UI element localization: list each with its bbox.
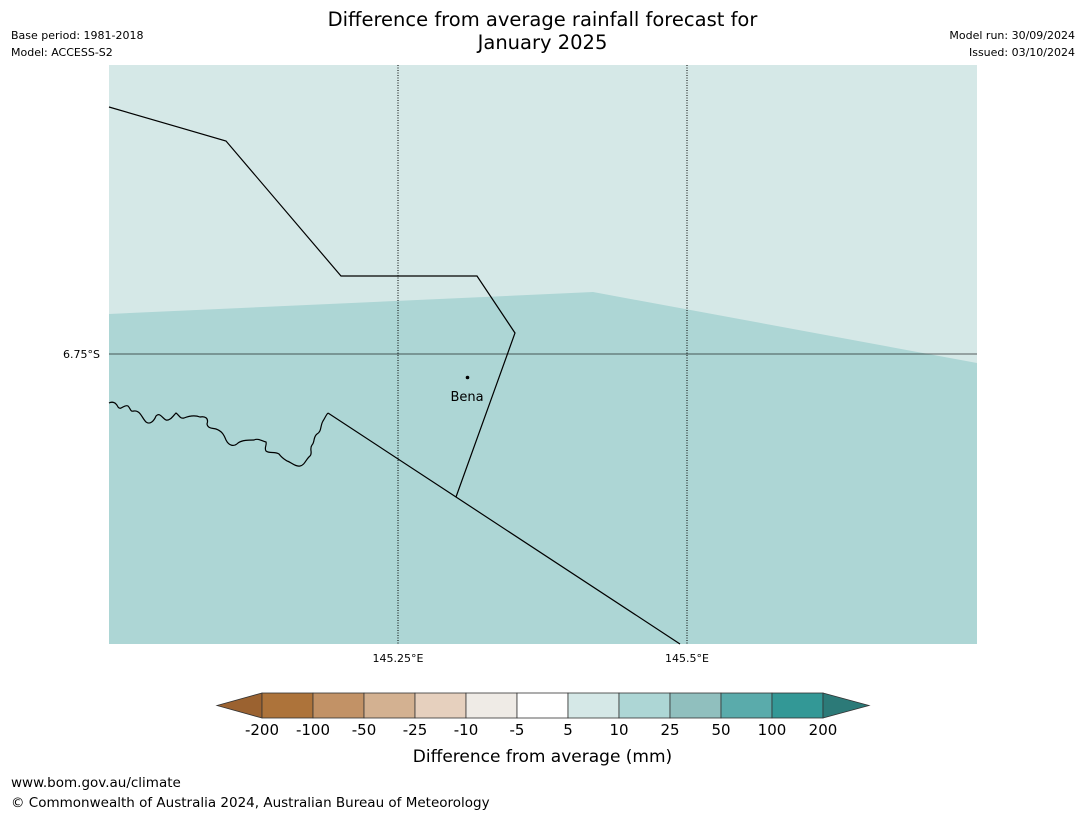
map-area-10-25 xyxy=(109,292,977,644)
province-boundary-south xyxy=(327,412,681,645)
colorbar-tick-label: 25 xyxy=(660,721,679,739)
model-name: Model: ACCESS-S2 xyxy=(11,46,113,59)
colorbar-tick-label: 200 xyxy=(809,721,838,739)
bena-label: Bena xyxy=(450,390,483,405)
lon-label-145-25: 145.25°E xyxy=(373,652,424,665)
base-period: Base period: 1981-2018 xyxy=(11,29,144,42)
colorbar-segment xyxy=(567,692,620,719)
colorbar: -200 -100 -50 -25 -10 -5 5 10 25 50 100 200 xyxy=(215,692,871,739)
colorbar-tick-label: 10 xyxy=(609,721,628,739)
colorbar-extend-high xyxy=(822,692,871,719)
colorbar-segment xyxy=(720,692,773,719)
colorbar-extend-low xyxy=(215,692,263,719)
colorbar-tick-label: -100 xyxy=(296,721,330,739)
colorbar-segment xyxy=(261,692,314,719)
lon-label-145-5: 145.5°E xyxy=(665,652,709,665)
colorbar-tick-label: -50 xyxy=(352,721,377,739)
header-left: Base period: 1981-2018 Model: ACCESS-S2 xyxy=(11,27,143,61)
footer-url: www.bom.gov.au/climate xyxy=(11,775,181,791)
model-run: Model run: 30/09/2024 xyxy=(949,29,1075,42)
colorbar-tick-label: 50 xyxy=(711,721,730,739)
issued-date: Issued: 03/10/2024 xyxy=(968,46,1075,59)
colorbar-segment xyxy=(669,692,722,719)
colorbar-tick-label: -200 xyxy=(245,721,279,739)
bena-marker xyxy=(465,375,470,380)
colorbar-segment xyxy=(618,692,671,719)
river-line xyxy=(108,401,329,467)
footer-copyright: © Commonwealth of Australia 2024, Austra… xyxy=(11,795,490,811)
title-line1: Difference from average rainfall forecas… xyxy=(327,8,758,31)
lat-label: 6.75°S xyxy=(63,348,100,361)
colorbar-segment xyxy=(516,692,569,719)
colorbar-tick-label: -5 xyxy=(510,721,525,739)
colorbar-segment xyxy=(414,692,467,719)
colorbar-segment xyxy=(465,692,518,719)
colorbar-segment xyxy=(771,692,824,719)
chart-title: Difference from average rainfall forecas… xyxy=(240,8,845,54)
header-right: Model run: 30/09/2024 Issued: 03/10/2024 xyxy=(949,27,1075,61)
colorbar-tick-label: 5 xyxy=(563,721,573,739)
title-line2: January 2025 xyxy=(477,31,608,54)
colorbar-segment xyxy=(363,692,416,719)
colorbar-title: Difference from average (mm) xyxy=(413,747,672,767)
colorbar-segment xyxy=(312,692,365,719)
colorbar-tick-label: -10 xyxy=(454,721,479,739)
colorbar-tick-label: 100 xyxy=(758,721,787,739)
colorbar-tick-label: -25 xyxy=(403,721,428,739)
province-boundary xyxy=(108,106,516,498)
